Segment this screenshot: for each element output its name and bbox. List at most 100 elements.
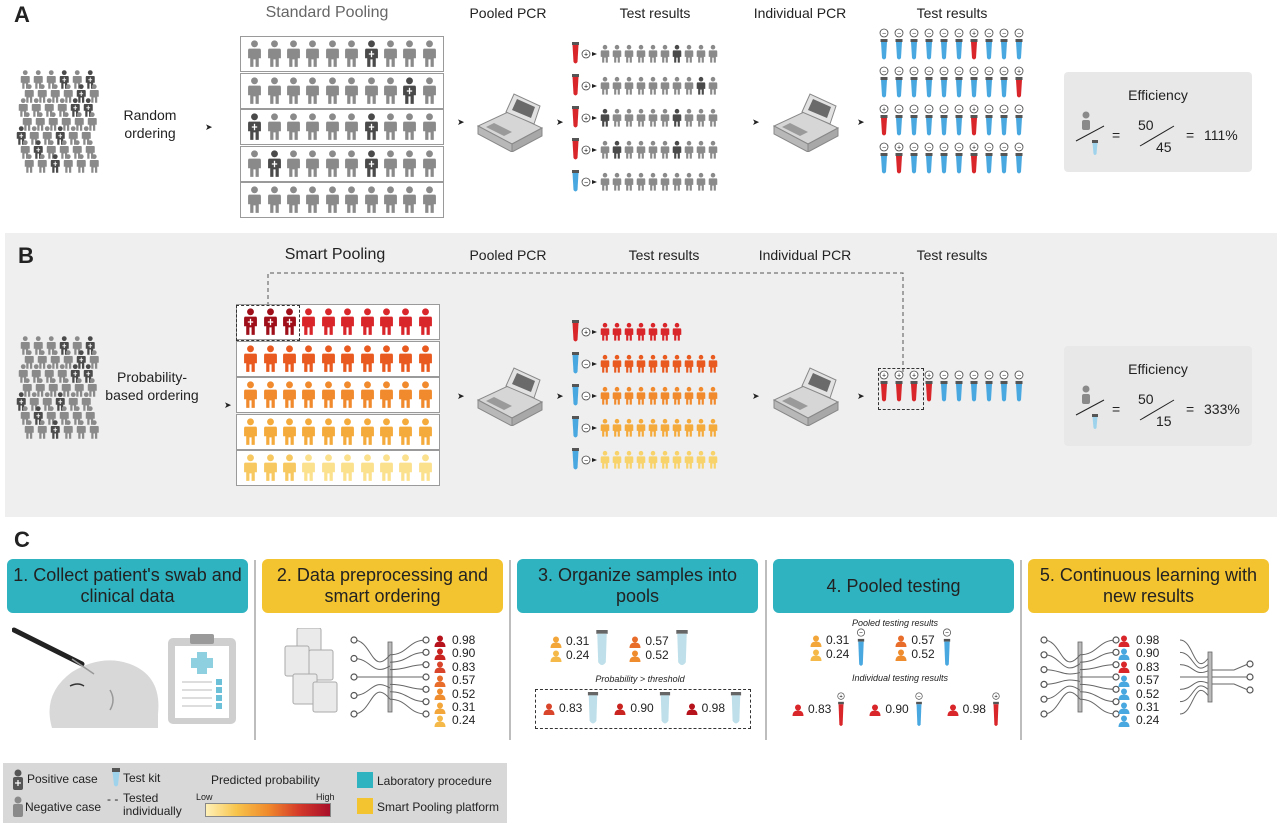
svg-text:−: − <box>1002 373 1006 380</box>
efficiency-result-b: 333% <box>1204 401 1240 417</box>
equals-a2: = <box>1186 127 1195 143</box>
person-icon <box>708 386 718 405</box>
person-icon <box>321 381 335 409</box>
person-icon <box>341 454 355 482</box>
legend-high: High <box>316 792 335 802</box>
svg-text:−: − <box>1017 31 1021 38</box>
person-icon <box>364 113 378 141</box>
svg-text:−: − <box>584 458 588 465</box>
result-row: − <box>570 168 718 196</box>
person-icon <box>612 450 622 469</box>
probability-item: 0.57 <box>1118 673 1178 688</box>
individual-sample: 0.90 <box>614 692 671 726</box>
svg-text:−: − <box>987 373 991 380</box>
separator-3 <box>765 560 767 740</box>
svg-text:+: + <box>840 694 844 700</box>
header-test-results-b2: Test results <box>916 247 988 263</box>
person-icon <box>287 186 300 214</box>
person-icon <box>600 354 610 373</box>
svg-text:−: − <box>584 394 588 401</box>
step-5-box: 5. Continuous learning with new results <box>1028 559 1269 613</box>
person-icon <box>696 44 706 63</box>
person-icon <box>684 108 694 127</box>
patient-icon <box>810 635 822 647</box>
probability-value: 0.83 <box>1136 659 1160 674</box>
person-icon <box>287 76 300 104</box>
person-icon <box>672 418 682 437</box>
pool-member: 0.57 <box>895 633 935 648</box>
svg-text:−: − <box>860 630 864 637</box>
person-icon <box>422 150 436 177</box>
person-icon <box>636 322 646 341</box>
person-over-kit-icon-a <box>1075 111 1105 155</box>
person-icon <box>612 108 622 127</box>
person-icon <box>244 308 258 335</box>
individual-result: 0.98 + <box>947 692 1002 728</box>
patient-icon <box>434 648 446 661</box>
pool-tube-icon: − <box>572 448 597 470</box>
person-icon <box>399 381 413 409</box>
probability-value: 0.90 <box>452 646 476 661</box>
probability-value: 0.57 <box>1136 673 1160 688</box>
person-icon <box>360 381 374 409</box>
person-icon <box>636 108 646 127</box>
test-tube-icon: + <box>969 142 979 174</box>
person-icon <box>660 44 670 63</box>
person-icon <box>696 450 706 469</box>
step-1-box: 1. Collect patient's swab and clinical d… <box>7 559 248 613</box>
person-icon <box>600 172 610 191</box>
patient-icon <box>1118 635 1130 647</box>
efficiency-box-a: Efficiency = 50 45 = 111% <box>1064 72 1252 172</box>
probability-value: 0.24 <box>452 713 476 728</box>
threshold-note: Probability > threshold <box>595 674 685 684</box>
laboratory-swatch <box>357 772 373 788</box>
person-icon <box>696 108 706 127</box>
numerator-b: 50 <box>1138 391 1154 407</box>
separator-4 <box>1020 560 1022 740</box>
pool-row <box>236 413 440 450</box>
person-icon <box>624 172 634 191</box>
person-icon <box>283 418 296 445</box>
result-row: + <box>570 318 682 346</box>
patient-icon <box>1118 715 1130 728</box>
probability-value: 0.31 <box>826 633 850 648</box>
pool-member: 0.52 <box>895 647 935 662</box>
test-tube-icon: − <box>924 142 934 174</box>
person-icon <box>263 418 277 445</box>
svg-text:−: − <box>987 31 991 38</box>
person-icon <box>660 354 670 373</box>
person-icon <box>624 76 634 95</box>
probability-value: 0.52 <box>911 647 935 662</box>
svg-text:−: − <box>942 31 946 38</box>
patient-icon <box>810 649 822 661</box>
pool-row <box>240 182 444 219</box>
person-icon <box>360 418 374 445</box>
test-tube-icon: − <box>894 104 904 136</box>
patient-icon <box>614 703 626 715</box>
pool-tube-icon: + <box>572 74 597 96</box>
pool-tube-icon: − <box>572 384 597 406</box>
neural-network-icon-5a <box>1040 636 1120 718</box>
person-icon <box>422 40 436 67</box>
probability-value: 0.24 <box>566 648 590 663</box>
svg-text:−: − <box>1002 69 1006 76</box>
step-4-label: 4. Pooled testing <box>826 575 961 596</box>
person-icon <box>325 113 339 141</box>
probability-value: 0.57 <box>911 633 935 648</box>
person-icon <box>624 322 634 341</box>
test-tube-icon: − <box>984 104 994 136</box>
probability-item: 0.90 <box>434 646 494 661</box>
pool-row <box>236 304 440 340</box>
person-icon <box>399 454 413 482</box>
svg-text:−: − <box>957 373 961 380</box>
step-5-label: 5. Continuous learning with new results <box>1039 565 1258 606</box>
pool-tube-icon <box>730 692 742 724</box>
person-icon <box>325 186 339 214</box>
probability-item: 0.83 <box>434 660 494 674</box>
svg-text:+: + <box>584 116 588 123</box>
test-tube-icon: − <box>999 28 1009 60</box>
probability-list-2: 0.98 0.90 0.83 0.57 0.52 0.31 0.24 <box>434 633 494 728</box>
arrow-b2: ➤ <box>457 391 465 401</box>
person-icon <box>708 418 718 437</box>
header-test-results-a2: Test results <box>916 5 988 21</box>
